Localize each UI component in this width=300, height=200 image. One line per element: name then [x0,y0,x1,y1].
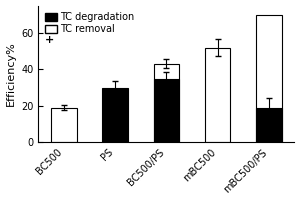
Legend: TC degradation, TC removal: TC degradation, TC removal [43,10,136,36]
Text: +: + [45,35,55,45]
Bar [256,15,282,142]
Bar [102,88,128,142]
Bar [51,108,77,142]
Bar [154,79,179,142]
Y-axis label: Efficiency%: Efficiency% [6,42,16,106]
Bar [205,48,230,142]
Bar [154,64,179,142]
Bar [256,108,282,142]
